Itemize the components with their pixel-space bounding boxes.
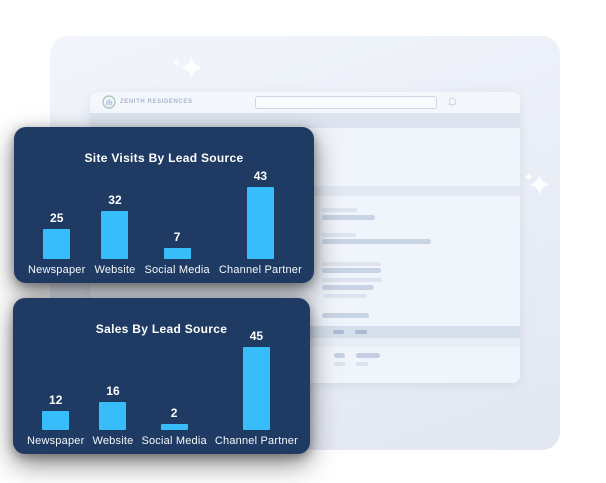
- placeholder-text-line: [322, 268, 381, 273]
- bar-value-label: 12: [49, 393, 63, 407]
- chart-title: Site Visits By Lead Source: [84, 151, 244, 165]
- tab-item[interactable]: [355, 330, 367, 334]
- chart-title: Sales By Lead Source: [95, 322, 228, 336]
- notification-bell-icon[interactable]: [447, 96, 458, 108]
- placeholder-chip: [356, 353, 380, 358]
- placeholder-chip: [334, 353, 345, 358]
- placeholder-text-line: [322, 313, 369, 318]
- placeholder-text-line: [324, 294, 367, 298]
- placeholder-text-line: [322, 285, 374, 290]
- bar-column: 2 Social Media: [141, 406, 206, 447]
- bar-column: 12 Newspaper: [27, 393, 84, 447]
- bar-category-label: Channel Partner: [214, 435, 298, 447]
- placeholder-text-line: [322, 233, 356, 237]
- bar-category-label: Website: [94, 264, 136, 276]
- placeholder-chip: [334, 362, 345, 366]
- bar-category-label: Social Media: [141, 435, 207, 447]
- search-input[interactable]: [255, 96, 437, 109]
- bar-value-label: 45: [249, 329, 264, 343]
- bar-column: 16 Website: [92, 384, 133, 447]
- bar-chart: 12 Newspaper 16 Website 2 Social Media 45 Chann…: [27, 329, 298, 447]
- bar-category-label: Channel Partner: [218, 264, 302, 276]
- bar-column: 7 Social Media: [144, 230, 209, 276]
- bar: [242, 347, 270, 430]
- bar-category-label: Website: [92, 435, 134, 447]
- building-columns-logo-icon: [102, 95, 116, 109]
- bar: [99, 402, 127, 430]
- bar-column: 32 Website: [94, 193, 135, 276]
- site-visits-chart-card: Site Visits By Lead Source 25 Newspaper 32…: [14, 127, 314, 283]
- bar-value-label: 25: [50, 211, 64, 225]
- app-nav-bar: [90, 113, 520, 149]
- brand-logo: ZENITH RESIDENCES: [102, 95, 193, 109]
- bar: [43, 229, 71, 259]
- placeholder-text-line: [322, 215, 375, 220]
- bar-category-label: Social Media: [144, 264, 210, 276]
- bar: [160, 424, 188, 430]
- placeholder-text-line: [322, 262, 381, 266]
- bar-column: 25 Newspaper: [28, 211, 85, 276]
- bar-value-label: 16: [106, 384, 120, 398]
- tab-item[interactable]: [333, 330, 344, 334]
- bar-column: 45 Channel Partner: [215, 329, 298, 447]
- bar: [163, 248, 191, 259]
- bar-category-label: Newspaper: [28, 264, 86, 276]
- bar-value-label: 7: [173, 230, 181, 244]
- bar-value-label: 2: [170, 406, 178, 420]
- sales-chart-card: Sales By Lead Source 12 Newspaper 16 Websit…: [13, 298, 310, 454]
- bar: [101, 211, 129, 259]
- placeholder-text-line: [322, 278, 382, 282]
- bar-category-label: Newspaper: [27, 435, 85, 447]
- bar-chart: 25 Newspaper 32 Website 7 Social Media 43 Chann…: [28, 169, 302, 276]
- app-header-bar: ZENITH RESIDENCES: [90, 92, 520, 113]
- placeholder-text-line: [322, 208, 357, 212]
- bar-column: 43 Channel Partner: [219, 169, 302, 276]
- bar: [42, 411, 70, 430]
- placeholder-text-line: [322, 239, 431, 244]
- bar: [246, 187, 274, 259]
- bar-value-label: 43: [253, 169, 268, 183]
- placeholder-chip: [356, 362, 368, 366]
- brand-name: ZENITH RESIDENCES: [120, 99, 193, 105]
- bar-value-label: 32: [108, 193, 122, 207]
